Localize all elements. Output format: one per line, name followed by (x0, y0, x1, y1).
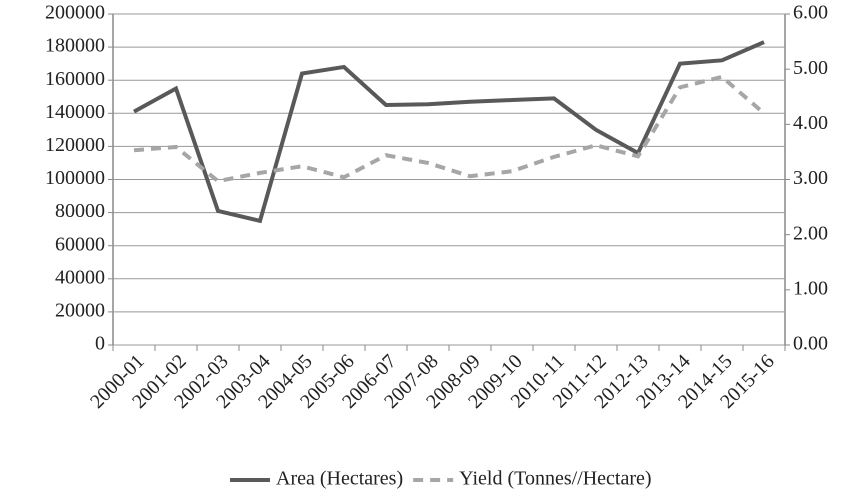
y2-tick-label: 6.00 (793, 2, 828, 24)
y-tick-label: 60000 (55, 233, 105, 255)
y-tick-label: 80000 (55, 200, 105, 222)
y-tick-label: 0 (95, 333, 105, 355)
y2-tick-label: 3.00 (793, 167, 828, 189)
y-tick-label: 140000 (45, 101, 105, 123)
y-tick-label: 160000 (45, 68, 105, 90)
y-tick-label: 180000 (45, 35, 105, 57)
y2-tick-label: 1.00 (793, 277, 828, 299)
y2-tick-label: 0.00 (793, 333, 828, 355)
y-tick-label: 20000 (55, 299, 105, 321)
y2-tick-label: 4.00 (793, 112, 828, 134)
y-tick-label: 100000 (45, 167, 105, 189)
y2-tick-label: 2.00 (793, 222, 828, 244)
series-line (133, 40, 765, 224)
legend-label: Area (Hectares) (276, 468, 403, 490)
series-line (133, 74, 766, 184)
y-tick-label: 120000 (45, 134, 105, 156)
y2-tick-label: 5.00 (793, 57, 828, 79)
y-tick-label: 200000 (45, 2, 105, 24)
legend-label: Yield (Tonnes//Hectare) (459, 468, 651, 490)
y-tick-label: 40000 (55, 266, 105, 288)
